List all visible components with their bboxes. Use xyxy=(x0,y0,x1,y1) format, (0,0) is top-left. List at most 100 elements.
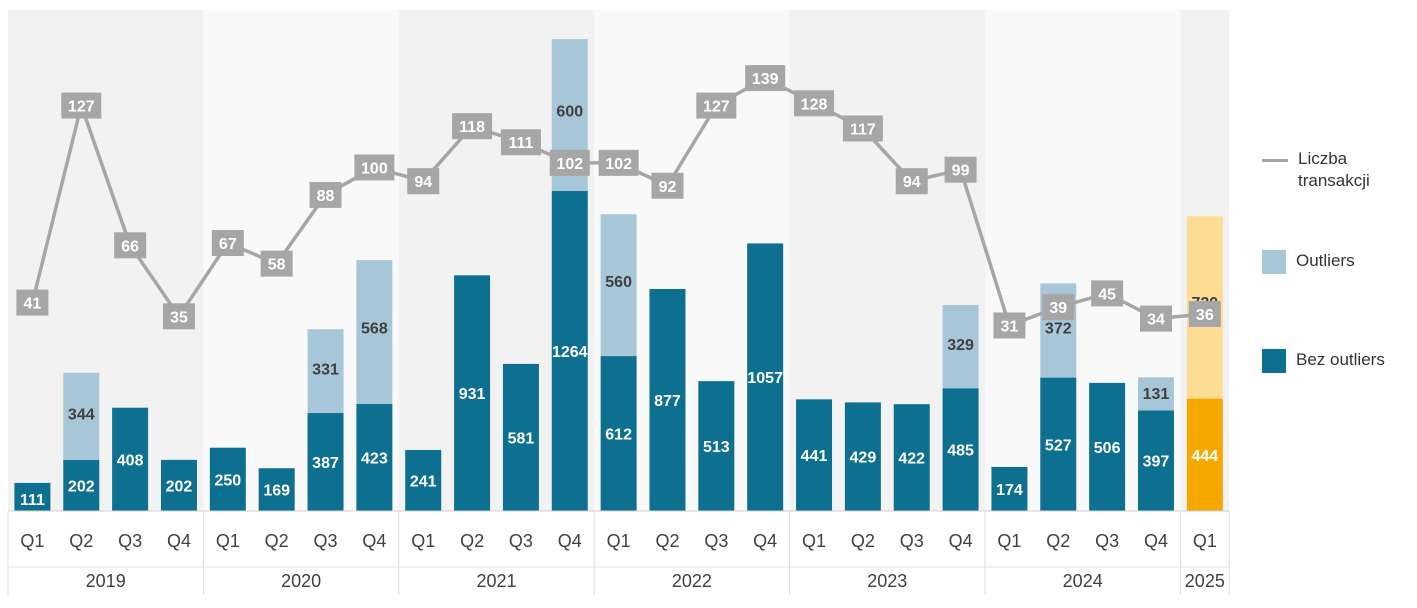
bar-base-label: 169 xyxy=(263,483,290,500)
x-tick-label: Q4 xyxy=(362,531,386,551)
year-label: 2020 xyxy=(281,571,321,591)
legend-label-line: Liczba transakcji xyxy=(1298,149,1370,190)
bar-base-label: 429 xyxy=(850,450,877,467)
bar-base-label: 506 xyxy=(1094,440,1121,457)
bar-base-label: 612 xyxy=(605,427,632,444)
line-label: 34 xyxy=(1147,312,1165,329)
line-marker xyxy=(162,303,195,330)
line-marker xyxy=(16,289,49,316)
bar-base-label: 174 xyxy=(996,482,1023,499)
x-tick-label: Q1 xyxy=(997,531,1021,551)
bar-base xyxy=(600,356,637,511)
x-tick-label: Q1 xyxy=(20,531,44,551)
line-marker xyxy=(794,90,835,117)
x-tick-label: Q4 xyxy=(1144,531,1168,551)
bar-outliers-label: 560 xyxy=(605,274,632,291)
bar-outliers-label: 344 xyxy=(68,407,95,424)
bar-outliers xyxy=(1137,377,1174,411)
line-marker xyxy=(696,92,737,119)
line-label: 58 xyxy=(268,257,286,274)
bar-base-label: 387 xyxy=(312,455,339,472)
line-label: 94 xyxy=(414,174,432,191)
bar-base-label: 513 xyxy=(703,439,730,456)
year-label: 2019 xyxy=(86,571,126,591)
bar-outliers-label: 600 xyxy=(556,104,583,121)
bar-base-label: 397 xyxy=(1143,454,1170,471)
bar-base-label: 423 xyxy=(361,450,388,467)
legend-swatch-outliers xyxy=(1262,250,1286,274)
x-tick-label: Q1 xyxy=(1193,531,1217,551)
x-tick-label: Q3 xyxy=(704,531,728,551)
line-label: 66 xyxy=(121,238,139,255)
x-tick-label: Q2 xyxy=(655,531,679,551)
bar-base xyxy=(160,459,197,511)
line-label: 67 xyxy=(219,236,237,253)
legend-swatch-base xyxy=(1262,349,1286,373)
line-label: 117 xyxy=(850,121,876,138)
line-marker xyxy=(260,250,293,277)
bar-base xyxy=(258,468,295,511)
bar-outliers xyxy=(356,260,393,404)
line-marker xyxy=(309,181,342,208)
line-marker xyxy=(61,92,102,119)
bar-base xyxy=(454,275,491,511)
bar-base xyxy=(209,447,246,511)
legend-label-outliers: Outliers xyxy=(1296,251,1355,270)
line-marker xyxy=(354,154,395,181)
line-label: 100 xyxy=(361,160,388,177)
x-tick-label: Q3 xyxy=(900,531,924,551)
x-tick-label: Q2 xyxy=(460,531,484,551)
line-marker xyxy=(114,232,147,259)
line-label: 36 xyxy=(1196,307,1214,324)
bar-base-label: 250 xyxy=(214,472,241,489)
year-label: 2021 xyxy=(476,571,516,591)
bar-outliers-label: 372 xyxy=(1045,321,1072,338)
bar-base-label: 581 xyxy=(508,430,535,447)
line-label: 35 xyxy=(170,309,188,326)
legend-item-base: Bez outliers xyxy=(1262,349,1406,373)
bar-outliers-label: 329 xyxy=(947,337,974,354)
bar-base xyxy=(942,388,979,511)
x-tick-label: Q3 xyxy=(1095,531,1119,551)
line-marker xyxy=(993,312,1026,339)
line-label: 88 xyxy=(317,188,335,205)
bar-base-label: 877 xyxy=(654,393,681,410)
x-tick-label: Q2 xyxy=(265,531,289,551)
bar-base xyxy=(1137,410,1174,511)
line-label: 31 xyxy=(1001,318,1019,335)
bar-outliers xyxy=(942,304,979,389)
bar-base-label: 422 xyxy=(898,451,925,468)
x-tick-label: Q4 xyxy=(949,531,973,551)
x-tick-label: Q3 xyxy=(509,531,533,551)
year-label: 2023 xyxy=(867,571,907,591)
legend-swatch-line xyxy=(1262,159,1288,162)
x-tick-label: Q4 xyxy=(167,531,191,551)
year-band xyxy=(8,10,204,511)
line-label: 45 xyxy=(1098,286,1116,303)
line-label: 128 xyxy=(801,96,828,113)
line-label: 99 xyxy=(952,163,970,180)
line-marker xyxy=(651,172,684,199)
line-marker xyxy=(211,230,244,257)
line-label: 118 xyxy=(459,119,485,136)
line-label: 92 xyxy=(659,179,677,196)
legend-item-line: Liczba transakcji xyxy=(1262,148,1408,192)
line-marker xyxy=(598,149,639,176)
line-label: 127 xyxy=(703,99,730,116)
line-marker xyxy=(1139,305,1172,332)
x-tick-label: Q1 xyxy=(802,531,826,551)
bar-base xyxy=(991,466,1028,511)
bar-outliers xyxy=(63,372,100,460)
bar-base-label: 1057 xyxy=(747,370,783,387)
x-tick-label: Q1 xyxy=(607,531,631,551)
line-marker xyxy=(842,115,883,142)
line-marker xyxy=(1042,294,1075,321)
line-label: 127 xyxy=(68,99,95,116)
bar-base xyxy=(356,403,393,511)
bar-base-label: 241 xyxy=(410,473,437,490)
year-label: 2025 xyxy=(1185,571,1225,591)
bar-base xyxy=(112,407,149,511)
bar-base xyxy=(1089,382,1126,511)
line-label: 111 xyxy=(508,135,533,152)
